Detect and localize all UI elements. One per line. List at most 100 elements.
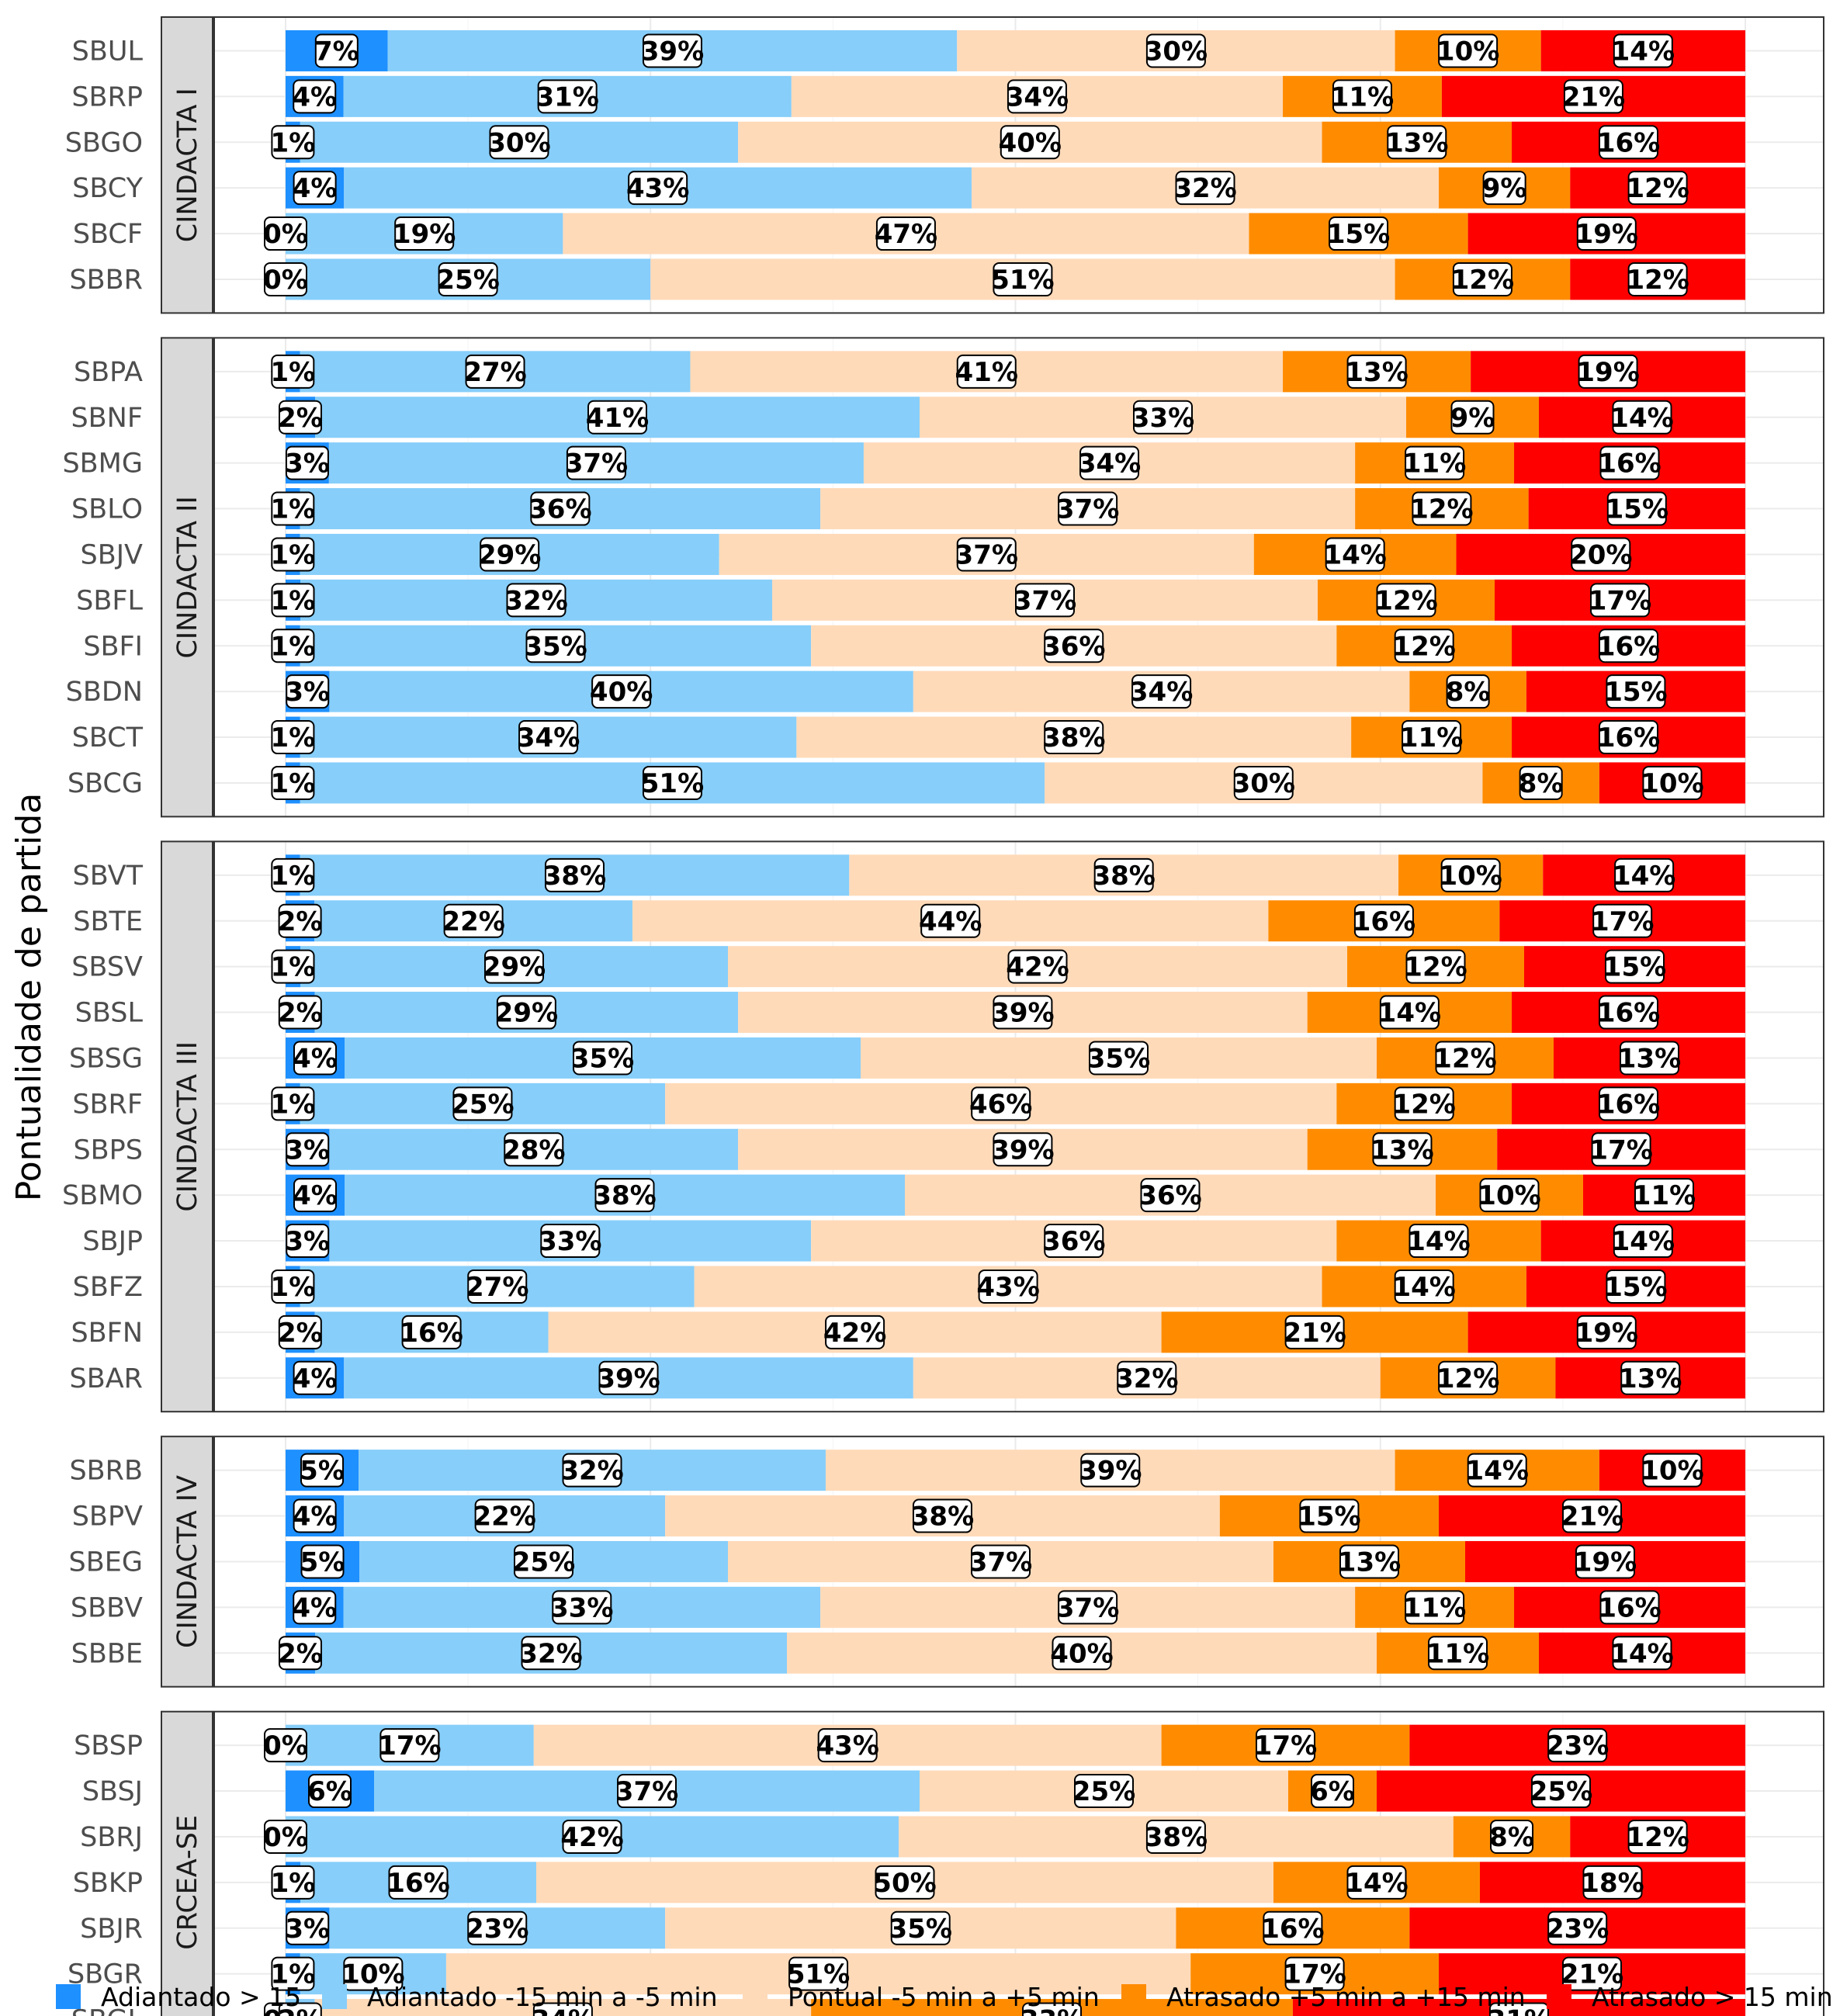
legend-swatch (1547, 1984, 1571, 2009)
data-label-box (993, 995, 1053, 1030)
data-label: 17% (1589, 583, 1651, 618)
data-label: 12% (1451, 262, 1514, 296)
data-label-text: 6% (1310, 1776, 1355, 1807)
data-label: 11% (1400, 720, 1463, 755)
y-tick-label: SBCT (72, 722, 144, 753)
data-label-text: 40% (590, 677, 653, 708)
data-label-box (562, 1453, 622, 1488)
panel-border (213, 840, 1824, 1413)
data-label: 35% (571, 1041, 634, 1076)
data-label-box (1490, 1819, 1534, 1854)
data-label-box (825, 1315, 885, 1349)
data-label-text: 11% (1426, 1638, 1489, 1669)
data-label: 33% (1131, 400, 1194, 435)
y-tick-label: SBFN (71, 1318, 143, 1349)
data-label-text: 1% (270, 494, 315, 525)
data-label: 29% (478, 537, 541, 572)
data-label-box (278, 2002, 322, 2016)
data-label-box (912, 1498, 972, 1533)
data-label: 22% (473, 1498, 536, 1533)
data-label-box (920, 903, 981, 938)
data-label: 10% (1439, 857, 1502, 892)
data-label: 40% (999, 125, 1062, 160)
data-label: 16% (1597, 1086, 1660, 1121)
data-label-box (271, 1865, 315, 1900)
data-label: 34% (1006, 79, 1069, 114)
data-label-box (1561, 1498, 1622, 1533)
legend-swatch (322, 1984, 347, 2009)
data-label-text: 32% (560, 1456, 623, 1487)
data-label-box (1079, 445, 1140, 480)
data-label-box (788, 1956, 849, 1991)
data-label-text: 51% (787, 1959, 850, 1990)
data-label-text: 38% (1042, 722, 1105, 753)
data-label: 16% (1597, 125, 1660, 160)
data-label-text: 17% (1254, 1730, 1317, 1761)
data-label: 15% (1298, 1498, 1361, 1533)
data-label-box (1394, 629, 1454, 663)
data-label: 10% (341, 1956, 405, 1991)
data-label-text: 19% (1576, 357, 1639, 388)
data-label-text: 3% (285, 1226, 330, 1257)
data-label-box (1482, 171, 1526, 206)
data-label-text: 19% (1575, 1318, 1638, 1349)
data-label: 6% (1310, 1774, 1355, 1809)
data-label: 25% (1530, 1774, 1592, 1809)
data-label-box (1576, 216, 1637, 251)
data-label-box (308, 1774, 352, 1809)
facet-strip-label: CRCEA-SE (172, 1815, 203, 1950)
y-tick-label: SBCG (68, 768, 143, 799)
data-label-text: 2% (278, 906, 323, 937)
data-label-text: 33% (539, 1226, 601, 1257)
data-label-box (1058, 1590, 1118, 1625)
data-label-text: 31% (1488, 2005, 1551, 2016)
data-label-box (279, 400, 322, 435)
data-label-text: 43% (976, 1272, 1039, 1303)
data-label-box (1372, 1132, 1433, 1167)
data-label: 42% (560, 1819, 624, 1854)
data-label: 12% (1410, 491, 1474, 526)
data-label-text: 29% (478, 539, 541, 570)
legend-item: Atrasado > 15 min (1547, 1982, 1833, 2012)
data-label: 21% (1561, 1956, 1623, 1991)
data-label-text: 14% (1466, 1456, 1529, 1487)
facet-strip (161, 1710, 213, 2016)
data-label-box (1052, 1636, 1112, 1671)
data-label-box (438, 262, 498, 296)
data-label-text: 36% (528, 494, 591, 525)
data-label-box (1606, 1269, 1666, 1304)
data-label-box (293, 1178, 337, 1213)
data-label-text: 1% (270, 357, 315, 388)
data-label: 3% (285, 1224, 330, 1259)
data-label-text: 32% (504, 585, 567, 616)
data-label-text: 10% (1478, 1180, 1540, 1211)
data-label-box (1000, 125, 1060, 160)
data-label-box (293, 1041, 337, 1076)
data-label: 4% (293, 1360, 337, 1395)
data-label-box (594, 1178, 655, 1213)
data-label-box (642, 765, 702, 800)
data-label: 17% (1591, 903, 1654, 938)
data-label: 30% (1232, 765, 1295, 800)
data-label: 1% (271, 583, 315, 618)
data-label: 16% (1597, 995, 1660, 1030)
data-label: 50% (873, 1865, 937, 1900)
data-label-box (1613, 1224, 1673, 1259)
data-label-box (1044, 1224, 1104, 1259)
data-label-text: 33% (1020, 2005, 1083, 2016)
data-label-text: 34% (532, 2005, 594, 2016)
data-label-text: 1% (271, 631, 316, 662)
data-label-text: 10% (1641, 768, 1703, 799)
data-label: 32% (560, 1453, 624, 1488)
y-tick-label: SBRP (71, 81, 143, 113)
data-label-box (993, 1132, 1053, 1167)
data-label: 19% (1575, 216, 1638, 251)
data-label-box (1311, 1774, 1354, 1809)
data-label-box (1145, 33, 1206, 68)
data-label-text: 12% (1404, 952, 1467, 983)
y-tick-label: SBGL (71, 2005, 144, 2016)
data-label: 37% (1056, 1590, 1119, 1625)
data-label-text: 3% (285, 449, 330, 480)
data-label: 13% (1345, 354, 1409, 389)
data-label: 16% (1353, 903, 1415, 938)
